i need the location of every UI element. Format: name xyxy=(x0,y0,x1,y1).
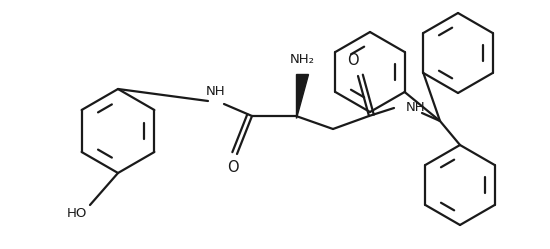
Text: NH: NH xyxy=(206,85,226,98)
Text: O: O xyxy=(347,53,359,68)
Polygon shape xyxy=(296,74,308,118)
Text: HO: HO xyxy=(67,207,87,220)
Text: NH: NH xyxy=(406,101,426,114)
Text: O: O xyxy=(227,160,239,175)
Text: NH₂: NH₂ xyxy=(289,53,315,66)
